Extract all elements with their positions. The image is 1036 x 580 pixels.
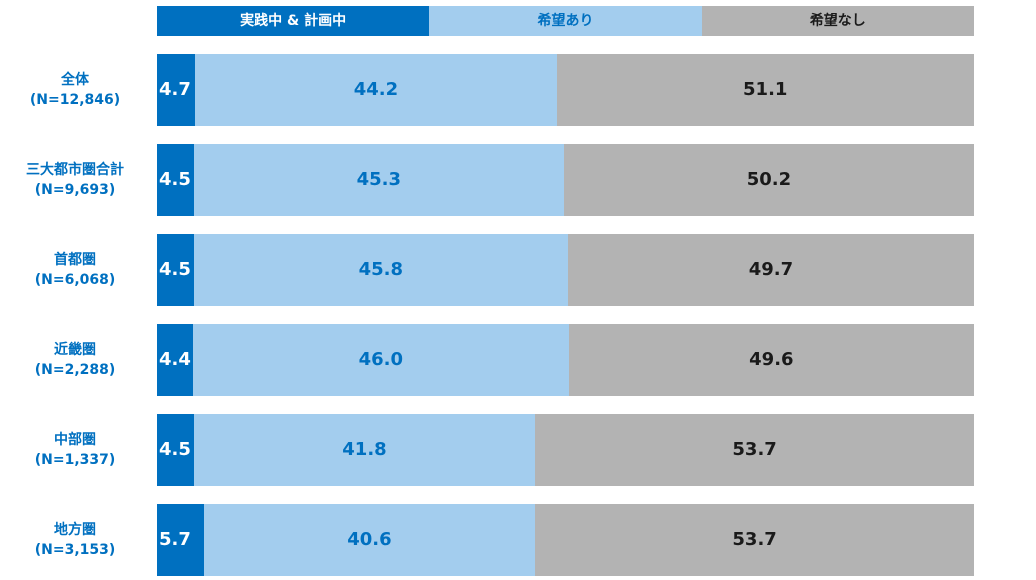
- category-n: (N=2,288): [34, 362, 116, 378]
- legend-item-0: 実践中 & 計画中: [157, 6, 430, 36]
- bar-segment: 49.7: [567, 234, 974, 306]
- category-label: 中部圏 (N=1,337): [0, 430, 150, 470]
- bar-segment: 46.0: [192, 324, 569, 396]
- data-label: 45.3: [356, 169, 401, 190]
- bar-segment: 5.7: [157, 504, 204, 576]
- data-label: 41.8: [342, 439, 387, 460]
- data-label: 5.7: [159, 529, 191, 550]
- category-label: 近畿圏 (N=2,288): [0, 340, 150, 380]
- data-label: 4.4: [159, 349, 191, 370]
- bar-segment: 40.6: [203, 504, 536, 576]
- data-label: 50.2: [746, 169, 792, 190]
- category-name: 全体: [61, 72, 89, 88]
- bar-segment: 53.7: [535, 414, 974, 486]
- bar-segment: 4.7: [157, 54, 196, 126]
- bar-segment: 49.6: [568, 324, 974, 396]
- data-label: 49.7: [748, 259, 794, 280]
- data-label: 45.8: [358, 259, 404, 280]
- data-label: 40.6: [347, 529, 392, 550]
- category-n: (N=6,068): [34, 272, 116, 288]
- data-label: 53.7: [732, 529, 777, 550]
- category-label: 三大都市圏合計 (N=9,693): [0, 160, 150, 200]
- bar-segment: 4.4: [157, 324, 193, 396]
- category-n: (N=3,153): [34, 542, 116, 558]
- data-label: 4.5: [159, 259, 191, 280]
- category-name: 中部圏: [54, 432, 96, 448]
- bar-segment: 4.5: [157, 234, 194, 306]
- bar-segment: 45.3: [193, 144, 564, 216]
- bar-segment: 45.8: [193, 234, 568, 306]
- category-name: 三大都市圏合計: [26, 162, 124, 178]
- category-n: (N=9,693): [34, 182, 116, 198]
- bar-segment: 4.5: [157, 414, 194, 486]
- bar-segment: 51.1: [556, 54, 974, 126]
- data-label: 4.5: [159, 439, 191, 460]
- category-name: 地方圏: [54, 522, 96, 538]
- data-label: 4.5: [159, 169, 191, 190]
- legend-item-2: 希望なし: [701, 6, 974, 36]
- category-n: (N=12,846): [29, 92, 121, 108]
- category-label: 全体 (N=12,846): [0, 70, 150, 110]
- category-label: 地方圏 (N=3,153): [0, 520, 150, 560]
- bar-segment: 4.5: [157, 144, 194, 216]
- category-label: 首都圏 (N=6,068): [0, 250, 150, 290]
- bar-segment: 50.2: [563, 144, 974, 216]
- bar-segment: 53.7: [535, 504, 974, 576]
- data-label: 53.7: [732, 439, 777, 460]
- data-label: 44.2: [353, 79, 399, 100]
- bar-segment: 41.8: [193, 414, 536, 486]
- category-n: (N=1,337): [34, 452, 116, 468]
- data-label: 46.0: [358, 349, 404, 370]
- legend-item-1: 希望あり: [429, 6, 702, 36]
- bar-segment: 44.2: [195, 54, 557, 126]
- data-label: 49.6: [749, 349, 794, 370]
- category-name: 近畿圏: [54, 342, 96, 358]
- category-name: 首都圏: [54, 252, 96, 268]
- data-label: 51.1: [743, 79, 788, 100]
- data-label: 4.7: [159, 79, 191, 100]
